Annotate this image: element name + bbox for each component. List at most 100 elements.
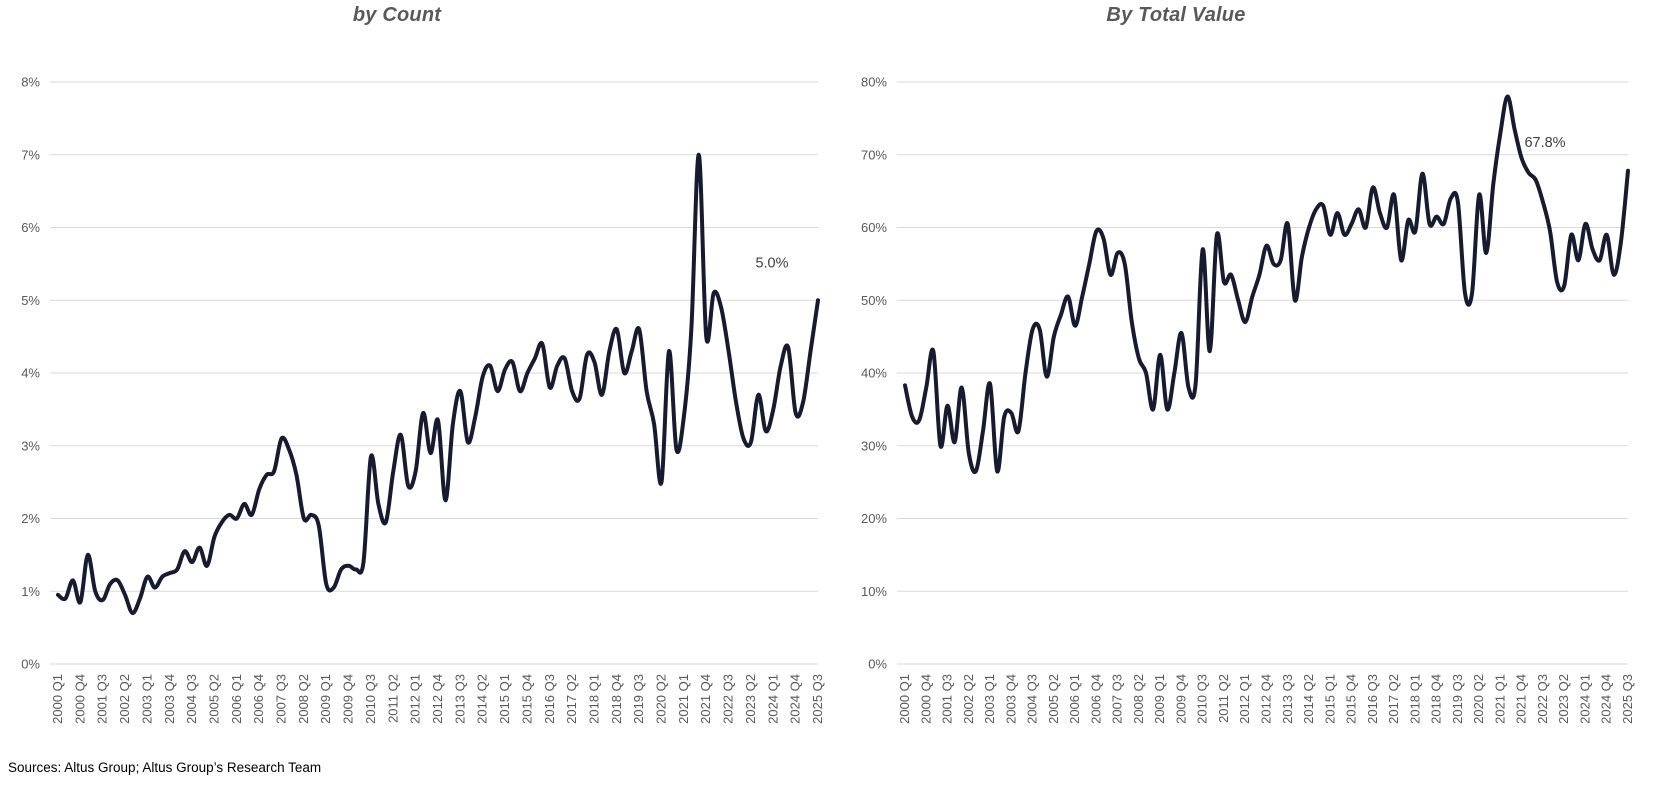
y-tick-label: 50% (861, 293, 887, 308)
x-tick-label: 2025 Q3 (1620, 674, 1635, 724)
x-tick-label: 2015 Q4 (519, 674, 534, 724)
x-tick-label: 2018 Q1 (586, 674, 601, 724)
x-tick-label: 2019 Q3 (631, 674, 646, 724)
y-tick-label: 2% (21, 511, 40, 526)
x-tick-label: 2024 Q1 (1577, 674, 1592, 724)
x-tick-label: 2013 Q3 (452, 674, 467, 724)
x-tick-label: 2003 Q1 (982, 674, 997, 724)
x-tick-label: 2024 Q4 (1599, 674, 1614, 724)
x-tick-label: 2024 Q4 (788, 674, 803, 724)
x-tick-label: 2001 Q3 (940, 674, 955, 724)
y-tick-label: 40% (861, 366, 887, 381)
x-tick-label: 2013 Q3 (1280, 674, 1295, 724)
x-tick-label: 2016 Q3 (1365, 674, 1380, 724)
x-tick-label: 2023 Q2 (1556, 674, 1571, 724)
x-tick-label: 2009 Q1 (318, 674, 333, 724)
value-end-data-label: 67.8% (1524, 135, 1565, 151)
x-tick-label: 2011 Q2 (385, 674, 400, 723)
count-line-chart: 0%1%2%3%4%5%6%7%8%2000 Q1 2000 Q4 2001 Q3 2… (21, 75, 825, 724)
x-tick-label: 2024 Q1 (765, 674, 780, 724)
y-tick-label: 7% (21, 147, 40, 162)
count-chart-panel: by Count 0% 1% 2% 3% 4% 5% 6% 7% 8% 2000 Q1 2000 Q… (0, 0, 830, 752)
x-tick-label: 2021 Q4 (698, 674, 713, 724)
x-tick-label: 2021 Q4 (1514, 674, 1529, 724)
x-tick-label: 2001 Q3 (95, 674, 110, 724)
source-note: Sources: Altus Group; Altus Group’s Rese… (8, 760, 322, 775)
x-tick-label: 2021 Q1 (1492, 674, 1507, 724)
x-tick-label: 2020 Q2 (654, 674, 669, 724)
y-tick-label: 70% (861, 147, 887, 162)
value-series-line (903, 94, 1630, 475)
value-x-axis-labels: 2000 Q1 2000 Q4 2001 Q3 2002 Q2 2003 Q1 2003 … (897, 674, 1635, 724)
count-series-line (56, 152, 820, 616)
x-tick-label: 2003 Q1 (139, 674, 154, 724)
x-tick-label: 2010 Q3 (1195, 674, 1210, 724)
x-tick-label: 2021 Q1 (676, 674, 691, 724)
count-end-data-label: 5.0% (755, 255, 788, 271)
x-tick-label: 2006 Q4 (251, 674, 266, 724)
x-tick-label: 2015 Q1 (497, 674, 512, 724)
value-chart-title: By Total Value (1106, 4, 1246, 26)
x-tick-label: 2002 Q2 (117, 674, 132, 724)
y-tick-label: 0% (868, 657, 887, 672)
x-tick-label: 2010 Q3 (363, 674, 378, 724)
x-tick-label: 2018 Q4 (609, 674, 624, 724)
x-tick-label: 2006 Q4 (1088, 674, 1103, 724)
x-tick-label: 2011 Q2 (1216, 674, 1231, 723)
x-tick-label: 2009 Q4 (341, 674, 356, 724)
x-tick-label: 2022 Q3 (1535, 674, 1550, 724)
x-tick-label: 2016 Q3 (542, 674, 557, 724)
value-y-axis-labels: 0% 10% 20% 30% 40% 50% 60% 70% 80% (861, 75, 887, 672)
x-tick-label: 2012 Q1 (408, 674, 423, 724)
x-tick-label: 2007 Q3 (274, 674, 289, 724)
x-tick-label: 2014 Q2 (1301, 674, 1316, 724)
x-tick-label: 2004 Q3 (184, 674, 199, 724)
x-tick-label: 2012 Q4 (430, 674, 445, 724)
x-tick-label: 2009 Q1 (1152, 674, 1167, 724)
x-tick-label: 2015 Q4 (1344, 674, 1359, 724)
x-tick-label: 2014 Q2 (475, 674, 490, 724)
x-tick-label: 2008 Q2 (1131, 674, 1146, 724)
x-tick-label: 2005 Q2 (1046, 674, 1061, 724)
y-tick-label: 4% (21, 366, 40, 381)
x-tick-label: 2017 Q2 (1386, 674, 1401, 724)
x-tick-label: 2004 Q3 (1025, 674, 1040, 724)
count-y-axis-labels: 0% 1% 2% 3% 4% 5% 6% 7% 8% (21, 75, 40, 672)
x-tick-label: 2002 Q2 (961, 674, 976, 724)
value-gridlines (897, 81, 1628, 665)
y-tick-label: 20% (861, 511, 887, 526)
x-tick-label: 2012 Q4 (1259, 674, 1274, 724)
count-chart-title: by Count (352, 4, 442, 26)
y-tick-label: 30% (861, 438, 887, 453)
y-tick-label: 10% (861, 584, 887, 599)
x-tick-label: 2000 Q4 (918, 674, 933, 724)
x-tick-label: 2000 Q1 (897, 674, 912, 724)
x-tick-label: 2018 Q4 (1429, 674, 1444, 724)
x-tick-label: 2023 Q2 (743, 674, 758, 724)
y-tick-label: 3% (21, 438, 40, 453)
value-chart-panel: By Total Value 0% 10% 20% 30% 40% 50% 60% 70% 80… (830, 0, 1655, 752)
x-tick-label: 2006 Q1 (1067, 674, 1082, 724)
y-tick-label: 8% (21, 75, 40, 90)
x-tick-label: 2005 Q2 (206, 674, 221, 724)
x-tick-label: 2003 Q4 (162, 674, 177, 724)
x-tick-label: 2020 Q2 (1471, 674, 1486, 724)
y-tick-label: 1% (21, 584, 40, 599)
y-tick-label: 0% (21, 657, 40, 672)
y-tick-label: 6% (21, 220, 40, 235)
y-tick-label: 5% (21, 293, 40, 308)
y-tick-label: 80% (861, 75, 887, 90)
x-tick-label: 2009 Q4 (1173, 674, 1188, 724)
count-x-axis-labels: 2000 Q1 2000 Q4 2001 Q3 2002 Q2 2003 Q1 2003 … (50, 674, 825, 724)
x-tick-label: 2015 Q1 (1322, 674, 1337, 724)
x-tick-label: 2006 Q1 (229, 674, 244, 724)
x-tick-label: 2019 Q3 (1450, 674, 1465, 724)
x-tick-label: 2025 Q3 (810, 674, 825, 724)
x-tick-label: 2008 Q2 (296, 674, 311, 724)
x-tick-label: 2017 Q2 (564, 674, 579, 724)
x-tick-label: 2000 Q1 (50, 674, 65, 724)
x-tick-label: 2022 Q3 (721, 674, 736, 724)
x-tick-label: 2018 Q1 (1407, 674, 1422, 724)
x-tick-label: 2012 Q1 (1237, 674, 1252, 724)
x-tick-label: 2000 Q4 (72, 674, 87, 724)
